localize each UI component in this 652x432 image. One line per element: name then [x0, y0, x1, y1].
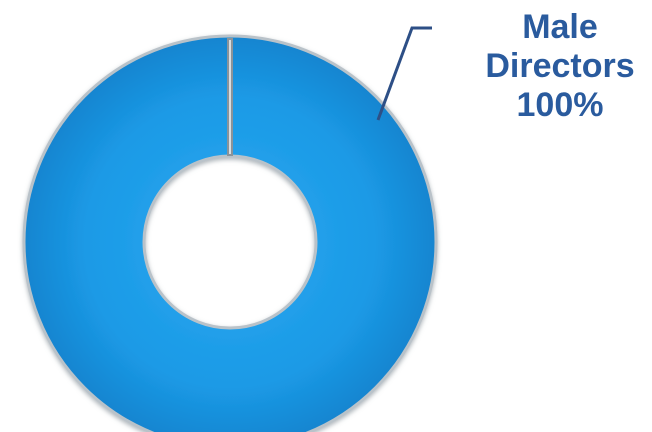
slice-seam-highlight	[229, 40, 231, 154]
slice-label-word-1: Male	[522, 8, 598, 46]
donut-slice-male-directors	[22, 34, 438, 432]
slices-layer	[22, 34, 438, 432]
slice-separator	[227, 38, 233, 156]
slice-percent-label: 100%	[516, 86, 604, 124]
data-label-male-directors: Male Directors 100%	[470, 8, 650, 125]
slice-label-word-2: Directors	[485, 47, 635, 85]
leader-line	[376, 26, 432, 121]
